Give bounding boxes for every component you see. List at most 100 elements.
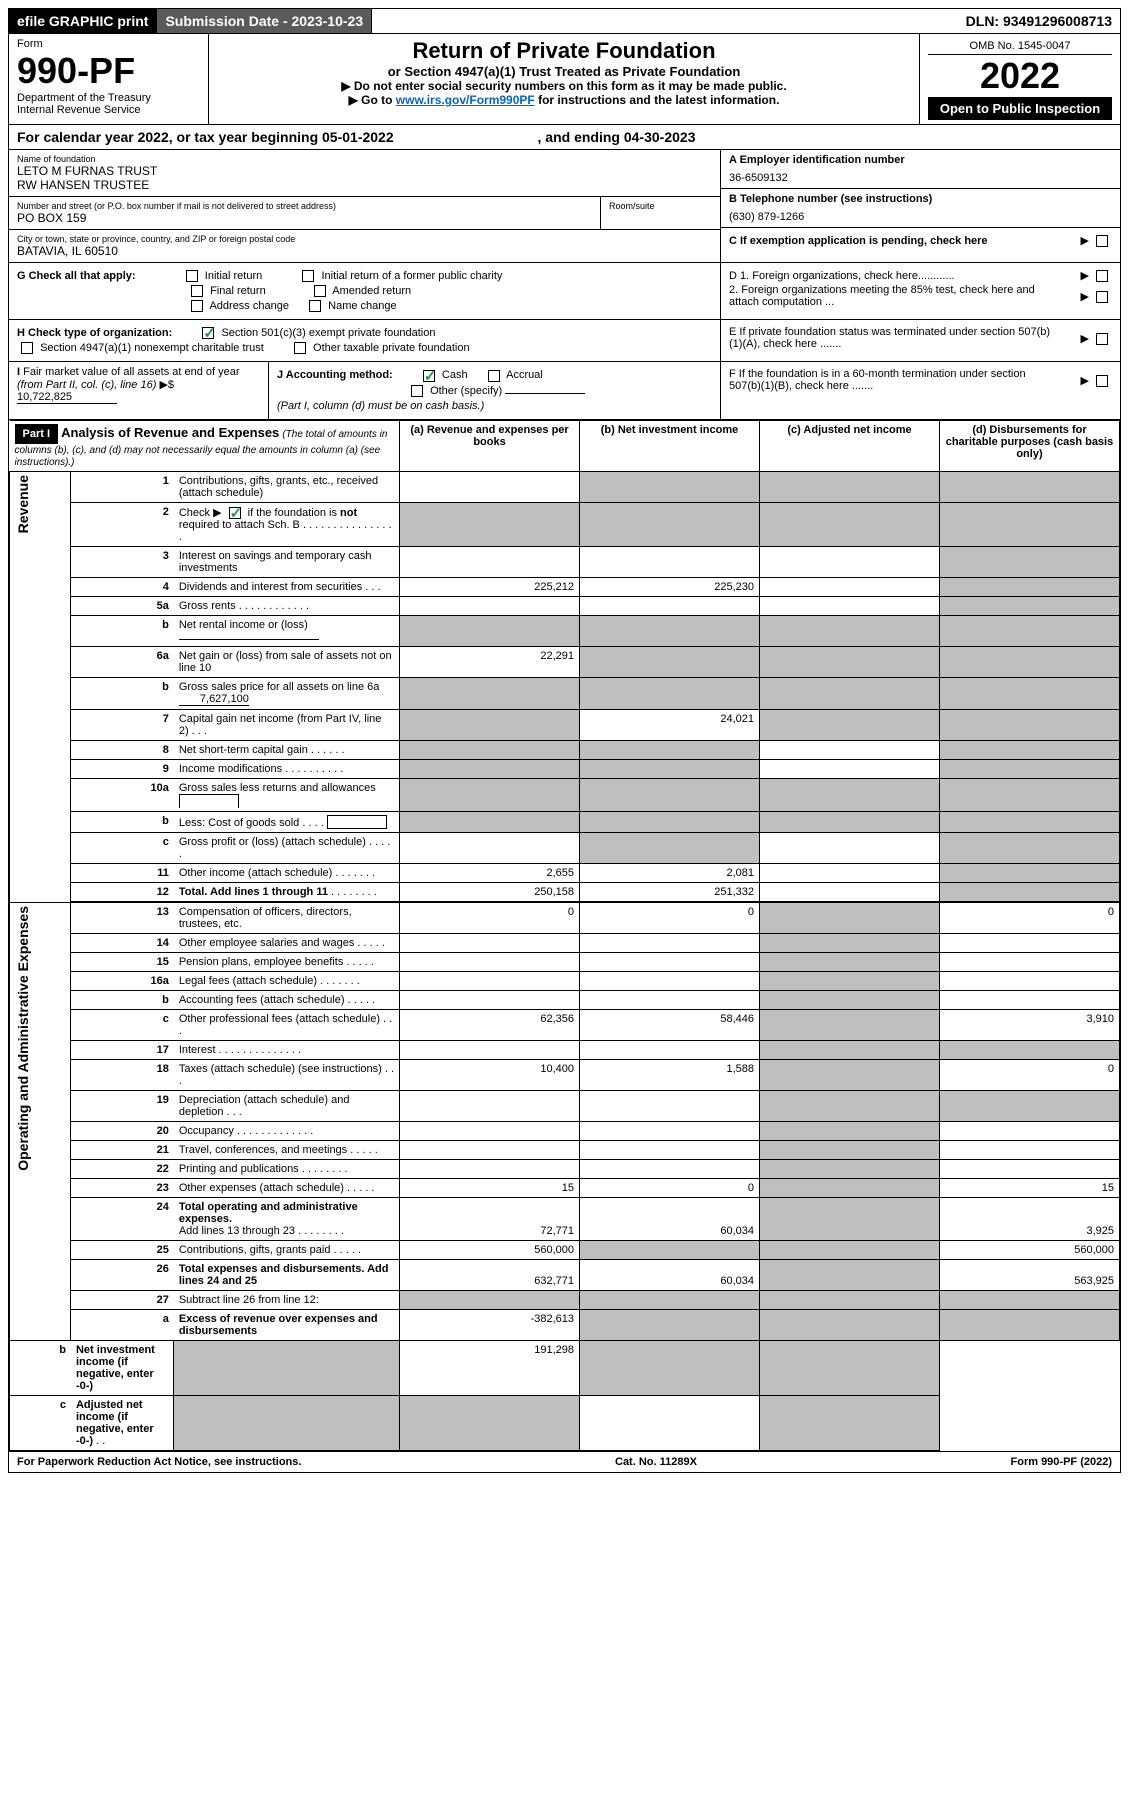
r18-d: 0 — [939, 1059, 1119, 1090]
cal-end: 04-30-2023 — [624, 129, 696, 145]
r23-desc: Other expenses (attach schedule) — [179, 1182, 344, 1194]
501c3-checkbox[interactable] — [202, 327, 214, 339]
form990pf-link[interactable]: www.irs.gov/Form990PF — [396, 93, 535, 107]
cash-label: Cash — [442, 369, 468, 381]
row-9: 9Income modifications . . . . . . . . . … — [10, 759, 1120, 778]
part1-title: Analysis of Revenue and Expenses — [61, 425, 279, 440]
r1-desc: Contributions, gifts, grants, etc., rece… — [174, 471, 400, 502]
r25-a: 560,000 — [400, 1240, 580, 1259]
r22-desc: Printing and publications — [179, 1163, 299, 1175]
foundation-name-label: Name of foundation — [17, 154, 712, 164]
dln: DLN: 93491296008713 — [958, 9, 1120, 33]
row-12: 12Total. Add lines 1 through 11 . . . . … — [10, 882, 1120, 901]
i-label: I Fair market value of all assets at end… — [17, 366, 240, 391]
other-method-checkbox[interactable] — [411, 385, 423, 397]
ein-label: A Employer identification number — [729, 154, 1112, 166]
col-d-header: (d) Disbursements for charitable purpose… — [939, 420, 1119, 471]
d2-checkbox[interactable] — [1096, 291, 1108, 303]
r12-a: 250,158 — [400, 882, 580, 901]
accrual-checkbox[interactable] — [488, 370, 500, 382]
city-value: BATAVIA, IL 60510 — [17, 244, 712, 258]
r27c-desc: Adjusted net income (if negative, enter … — [76, 1399, 154, 1447]
page-footer: For Paperwork Reduction Act Notice, see … — [9, 1451, 1120, 1472]
r6b-desc: Gross sales price for all assets on line… — [179, 681, 380, 693]
row-24: 24Total operating and administrative exp… — [10, 1197, 1120, 1240]
calendar-year-row: For calendar year 2022, or tax year begi… — [9, 125, 1120, 150]
r16b-desc: Accounting fees (attach schedule) — [179, 994, 345, 1006]
r13-a: 0 — [400, 902, 580, 933]
form-page: efile GRAPHIC print Submission Date - 20… — [8, 8, 1121, 1473]
ein-value: 36-6509132 — [729, 166, 1112, 184]
section-g-d: G Check all that apply: Initial return I… — [9, 263, 1120, 320]
initial-former-checkbox[interactable] — [302, 270, 314, 282]
name-change-checkbox[interactable] — [309, 300, 321, 312]
r16c-desc: Other professional fees (attach schedule… — [179, 1013, 380, 1025]
address-change-checkbox[interactable] — [191, 300, 203, 312]
row-14: 14Other employee salaries and wages . . … — [10, 933, 1120, 952]
row-10c: cGross profit or (loss) (attach schedule… — [10, 832, 1120, 863]
efile-print-button[interactable]: efile GRAPHIC print — [9, 9, 157, 33]
cash-checkbox[interactable] — [423, 370, 435, 382]
row-7: 7Capital gain net income (from Part IV, … — [10, 709, 1120, 740]
initial-return-checkbox[interactable] — [186, 270, 198, 282]
entity-section: Name of foundation LETO M FURNAS TRUST R… — [9, 150, 1120, 263]
goto-prefix: ▶ Go to — [349, 93, 396, 107]
r3-desc: Interest on savings and temporary cash i… — [174, 546, 400, 577]
final-return-checkbox[interactable] — [191, 285, 203, 297]
r10a-desc: Gross sales less returns and allowances — [179, 782, 376, 794]
r10c-desc: Gross profit or (loss) (attach schedule) — [179, 836, 366, 848]
r27b-b: 191,298 — [400, 1340, 580, 1395]
row-22: 22Printing and publications . . . . . . … — [10, 1159, 1120, 1178]
r18-desc: Taxes (attach schedule) (see instruction… — [179, 1063, 382, 1075]
r12-b: 251,332 — [580, 882, 760, 901]
city-label: City or town, state or province, country… — [17, 234, 712, 244]
col-b-header: (b) Net investment income — [580, 420, 760, 471]
accrual-label: Accrual — [506, 369, 543, 381]
r26-desc: Total expenses and disbursements. Add li… — [179, 1263, 389, 1287]
submission-date: Submission Date - 2023-10-23 — [157, 9, 372, 33]
r10b-desc: Less: Cost of goods sold — [179, 817, 299, 829]
address-change-label: Address change — [209, 300, 289, 312]
note-goto: ▶ Go to www.irs.gov/Form990PF for instru… — [217, 93, 911, 107]
g-label: G Check all that apply: — [17, 270, 136, 282]
f-checkbox[interactable] — [1096, 375, 1108, 387]
amended-return-checkbox[interactable] — [314, 285, 326, 297]
d2-label: 2. Foreign organizations meeting the 85%… — [729, 284, 1049, 308]
r4-desc: Dividends and interest from securities — [179, 581, 362, 593]
schb-checkbox[interactable] — [229, 507, 241, 519]
row-17: 17Interest . . . . . . . . . . . . . . — [10, 1040, 1120, 1059]
4947a1-checkbox[interactable] — [21, 342, 33, 354]
row-16c: cOther professional fees (attach schedul… — [10, 1009, 1120, 1040]
form-label: Form — [17, 38, 200, 50]
row-15: 15Pension plans, employee benefits . . .… — [10, 952, 1120, 971]
row-16b: bAccounting fees (attach schedule) . . .… — [10, 990, 1120, 1009]
form-number: 990-PF — [17, 50, 200, 92]
row-16a: 16aLegal fees (attach schedule) . . . . … — [10, 971, 1120, 990]
open-public-badge: Open to Public Inspection — [928, 97, 1112, 120]
row-6b: bGross sales price for all assets on lin… — [10, 677, 1120, 709]
r27-desc: Subtract line 26 from line 12: — [174, 1290, 400, 1309]
e-label: E If private foundation status was termi… — [729, 326, 1059, 350]
other-taxable-checkbox[interactable] — [294, 342, 306, 354]
street-label: Number and street (or P.O. box number if… — [17, 201, 592, 211]
row-3: 3Interest on savings and temporary cash … — [10, 546, 1120, 577]
e-checkbox[interactable] — [1096, 333, 1108, 345]
row-4: 4Dividends and interest from securities … — [10, 577, 1120, 596]
r27a-a: -382,613 — [400, 1309, 580, 1340]
row-13: Operating and Administrative Expenses 13… — [10, 902, 1120, 933]
i-value: 10,722,825 — [17, 391, 117, 404]
foundation-name-1: LETO M FURNAS TRUST — [17, 164, 712, 178]
r6b-val: 7,627,100 — [179, 693, 249, 706]
cal-prefix: For calendar year 2022, or tax year begi… — [17, 129, 322, 145]
r8-desc: Net short-term capital gain — [179, 744, 308, 756]
exemption-pending-checkbox[interactable] — [1096, 235, 1108, 247]
r5a-desc: Gross rents — [179, 600, 236, 612]
r11-a: 2,655 — [400, 863, 580, 882]
exemption-pending-label: C If exemption application is pending, c… — [729, 235, 988, 247]
r26-b: 60,034 — [580, 1259, 760, 1290]
i-arrow: ▶$ — [159, 379, 174, 391]
initial-former-label: Initial return of a former public charit… — [321, 270, 502, 282]
j-label: J Accounting method: — [277, 369, 393, 381]
footer-center: Cat. No. 11289X — [615, 1456, 697, 1468]
d1-checkbox[interactable] — [1096, 270, 1108, 282]
